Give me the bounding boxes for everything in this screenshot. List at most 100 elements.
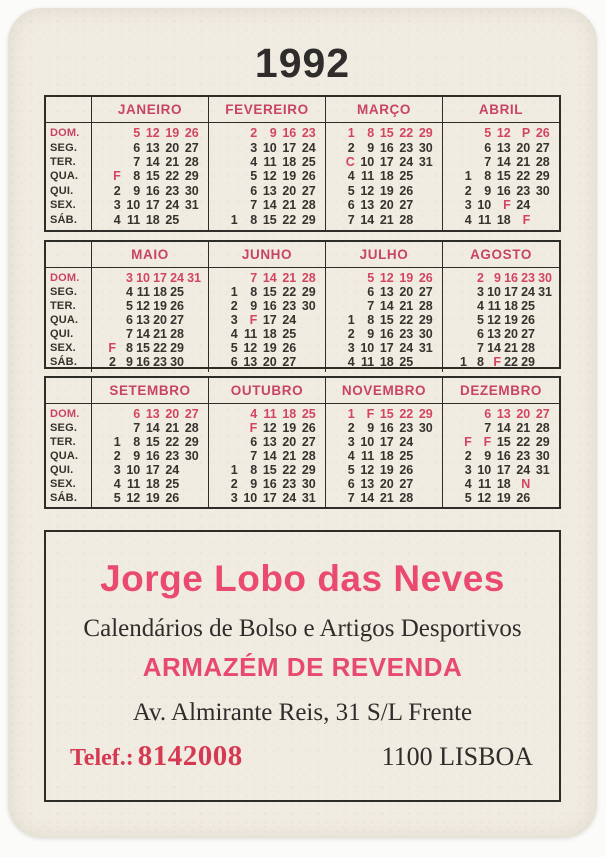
day-number: 2 [347,327,355,341]
day-number: 25 [282,327,297,341]
day-number: P [521,126,531,141]
day-number: 4 [113,477,121,491]
day-number: 1 [230,285,238,299]
day-number: 30 [418,327,433,341]
weekday-label-column: DOM. SEG. TER. QUA. QUI. SEX. SÁB. [46,268,91,372]
day-number: 29 [535,169,550,184]
day-number: 12 [487,313,501,327]
day-number: 31 [301,491,316,505]
day-number: 2 [113,449,121,463]
day-number: 23 [153,355,167,369]
day-number: 15 [496,169,511,184]
day-number: F [464,435,472,449]
day-number: 5 [464,491,472,505]
day-number: 17 [504,285,518,299]
day-number: 18 [496,477,511,491]
day-number: 4 [464,477,472,491]
day-number: 17 [145,463,160,477]
day-number: 3 [347,341,355,355]
weekday-label: SEX. [50,342,76,354]
day-number: 19 [379,463,394,477]
day-number: 9 [133,449,141,463]
day-number: 6 [484,407,492,421]
day-number-row: 7 14 21 28 [209,449,325,463]
warehouse-line: ARMAZÉM DE REVENDA [142,652,463,682]
day-number-row: 2 9 16 23 30 [443,271,559,285]
day-number: 1 [460,355,467,369]
day-number: 26 [399,463,414,477]
day-number: 23 [165,183,180,198]
day-number: 29 [184,435,199,449]
day-number: 26 [399,183,414,198]
day-number: 15 [145,169,160,184]
day-number: 18 [496,212,511,227]
day-number: 8 [367,313,375,327]
day-number: 31 [418,341,433,355]
day-number: 5 [367,271,375,285]
weekday-label: SEG. [50,286,78,298]
day-number: 21 [379,491,394,505]
day-number: F [503,198,511,213]
day-number: 16 [496,183,511,198]
day-number: 22 [282,463,297,477]
day-number: 7 [484,155,492,170]
day-number: 15 [379,126,394,141]
day-number: 20 [504,327,518,341]
day-number-row: 6 13 20 27 [92,313,208,327]
day-number: 14 [262,449,277,463]
day-number: 28 [535,421,550,435]
day-number: 14 [262,198,277,213]
day-number: 24 [399,155,414,170]
day-number-row: 2 9 16 23 30 [209,299,325,313]
day-number-row: 1 8 15 22 29 [326,126,442,140]
month-body-setembro: 6 13 20 27 7 14 21 28 1 8 15 22 29 2 9 16 23 30 3 10 17 24 4 11… [91,404,208,508]
day-number: 27 [521,327,535,341]
day-number: 25 [399,449,414,463]
day-number: 12 [136,299,150,313]
day-number: 22 [516,435,531,449]
day-number: 1 [347,407,355,421]
day-number: 30 [418,421,433,435]
day-number: 20 [165,407,180,421]
day-number: 2 [477,271,484,285]
day-number: 11 [136,285,150,299]
day-number-row: 6 13 20 27 [92,407,208,421]
day-number-row: 4 11 18 25 [92,477,208,491]
day-number: 17 [282,140,297,155]
day-number: 11 [263,407,277,421]
month-header-novembro: NOVEMBRO [325,378,442,404]
day-number: 27 [535,407,550,421]
day-number: 9 [133,183,141,198]
ad-bottom-row: Telef.: 8142008 1100 LISBOA [46,740,559,773]
day-number-row: 7 14 21 28 [443,421,559,435]
day-number: 23 [521,271,535,285]
day-number: 4 [347,449,355,463]
day-number: C [345,155,355,170]
weekday-label: QUI. [50,328,74,340]
day-number: 9 [367,140,375,155]
day-number: 26 [516,491,531,505]
day-number: 8 [477,355,484,369]
day-number: 9 [269,126,277,141]
month-header-junho: JUNHO [208,242,325,268]
day-number: 3 [477,285,484,299]
day-number: 20 [153,313,167,327]
weekday-label: SEG. [50,422,78,434]
day-number: 29 [418,126,433,141]
day-number: 5 [477,313,484,327]
day-number: 9 [367,421,375,435]
day-number-row: 2 9 16 23 30 [443,184,559,198]
day-number: 25 [301,155,316,170]
day-number: 6 [126,313,133,327]
day-number: 31 [535,463,550,477]
weekday-label: SÁB. [50,492,78,504]
day-number: 30 [184,183,199,198]
phone-label: Telef.: [70,745,134,771]
day-number: 10 [360,155,375,170]
day-number-row: F 8 15 22 29 [92,169,208,183]
day-number: 8 [250,212,258,227]
day-number: 7 [126,327,133,341]
month-header-abril: ABRIL [442,97,559,123]
day-number: 9 [250,299,258,313]
day-number: 24 [170,271,184,285]
